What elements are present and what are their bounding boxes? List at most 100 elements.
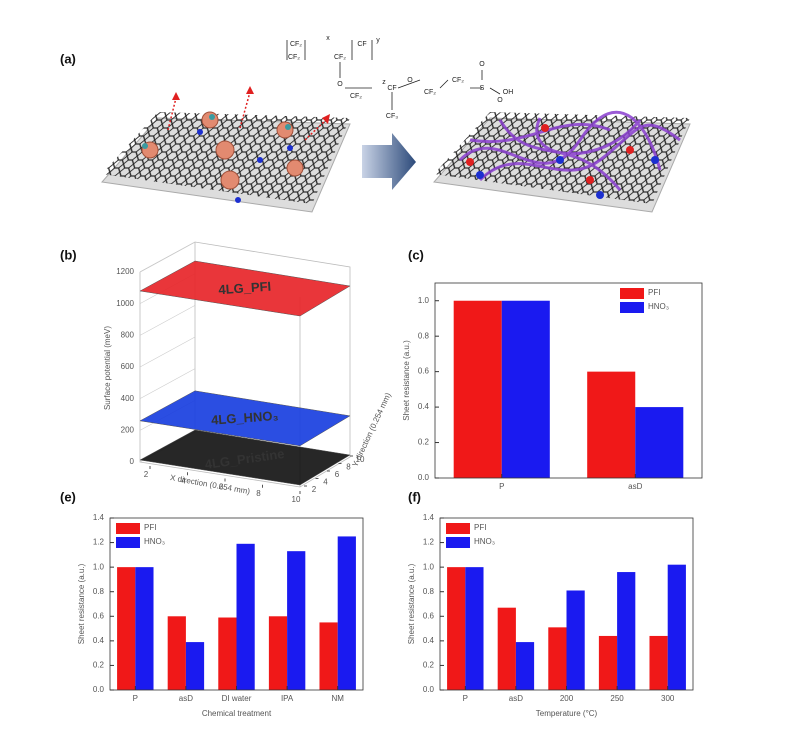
grid-line bbox=[139, 368, 196, 399]
bar bbox=[287, 551, 306, 690]
bar bbox=[617, 572, 636, 690]
bar bbox=[649, 635, 668, 690]
z-tick-label: 1200 bbox=[116, 267, 134, 276]
x-axis-label: Chemical treatment bbox=[202, 709, 272, 718]
structure-label: CF bbox=[387, 85, 396, 92]
surface bbox=[139, 429, 351, 486]
legend-swatch bbox=[116, 523, 140, 534]
y-tick-label: 1.0 bbox=[93, 562, 105, 571]
arrow bbox=[362, 133, 416, 190]
surface bbox=[139, 260, 351, 317]
bar bbox=[185, 642, 205, 690]
surface bbox=[139, 390, 351, 447]
plot-frame bbox=[109, 517, 364, 691]
structure-label: CF₃ bbox=[386, 113, 398, 120]
grid-line bbox=[139, 305, 196, 336]
legend-label: PFI bbox=[648, 288, 660, 297]
y-tick-label: 0.4 bbox=[423, 636, 435, 645]
z-tick-label: 400 bbox=[121, 394, 135, 403]
surface-label: 4LG_PFI bbox=[218, 279, 272, 298]
bar bbox=[447, 567, 466, 690]
legend-label: HNO₃ bbox=[648, 302, 669, 311]
z-tick-label: 1000 bbox=[116, 299, 134, 308]
legend-label: PFI bbox=[474, 523, 486, 532]
legend-swatch bbox=[620, 302, 644, 313]
graphene-left bbox=[101, 86, 351, 213]
panel-label: (f) bbox=[408, 489, 421, 504]
legend-swatch bbox=[446, 523, 470, 534]
y-tick-label: 10 bbox=[356, 455, 365, 464]
legend-label: PFI bbox=[144, 523, 156, 532]
grid-line bbox=[139, 336, 196, 368]
bar bbox=[268, 616, 288, 690]
bar bbox=[117, 567, 136, 690]
legend-swatch bbox=[620, 288, 644, 299]
y-axis-label: Sheet resistance (a.u.) bbox=[402, 340, 411, 421]
legend-swatch bbox=[116, 537, 140, 548]
bar bbox=[566, 590, 585, 690]
bar bbox=[236, 543, 255, 690]
y-tick-label: 0.8 bbox=[418, 331, 430, 340]
bar bbox=[218, 617, 237, 690]
structure-label: CF₂ bbox=[424, 89, 436, 96]
x-tick-label: 300 bbox=[661, 694, 675, 703]
bar bbox=[135, 567, 154, 690]
y-tick-label: 0.0 bbox=[93, 685, 105, 694]
z-axis-label: Surface potential (meV) bbox=[103, 326, 112, 410]
y-tick-label: 1.0 bbox=[423, 562, 435, 571]
y-tick-label: 0.0 bbox=[418, 473, 430, 482]
x-tick-label: 8 bbox=[256, 489, 261, 498]
x-tick-label: 10 bbox=[292, 495, 301, 504]
bar bbox=[497, 607, 516, 690]
bar bbox=[465, 567, 484, 690]
y-tick-label: 0.2 bbox=[418, 438, 430, 447]
bar bbox=[501, 300, 550, 478]
legend-label: HNO₃ bbox=[144, 537, 165, 546]
plot-frame bbox=[439, 517, 694, 691]
x-tick-label: asD bbox=[179, 694, 193, 703]
y-tick-label: 1.0 bbox=[418, 296, 430, 305]
bar bbox=[635, 407, 684, 478]
y-tick-label: 2 bbox=[312, 485, 317, 494]
y-tick-label: 0.0 bbox=[423, 685, 435, 694]
x-tick-label: P bbox=[499, 482, 504, 491]
z-tick-label: 800 bbox=[121, 330, 135, 339]
x-tick-label: IPA bbox=[281, 694, 294, 703]
y-tick-label: 1.2 bbox=[423, 538, 435, 547]
bar bbox=[453, 300, 502, 478]
x-tick-label: NM bbox=[331, 694, 344, 703]
x-axis-label: Temperature (°C) bbox=[536, 709, 598, 718]
structure-label: CF₂ bbox=[290, 41, 302, 48]
y-tick-label: 0.4 bbox=[418, 402, 430, 411]
y-tick-label: 8 bbox=[346, 463, 351, 472]
y-tick-label: 0.6 bbox=[93, 611, 105, 620]
x-tick-label: asD bbox=[628, 482, 642, 491]
structure-label: CF₂ bbox=[350, 93, 362, 100]
x-tick-label: 4 bbox=[181, 476, 186, 485]
structure-label: CF₂ bbox=[288, 54, 300, 61]
legend-swatch bbox=[446, 537, 470, 548]
structure-label: S bbox=[480, 85, 485, 92]
y-tick-label: 1.4 bbox=[93, 513, 105, 522]
x-tick-label: P bbox=[463, 694, 468, 703]
bar bbox=[548, 627, 567, 690]
bar bbox=[598, 635, 618, 690]
structure-label: CF₂ bbox=[452, 77, 464, 84]
structure-label: CF bbox=[357, 41, 366, 48]
structure-label: O bbox=[337, 81, 343, 88]
y-axis-label: Sheet resistance (a.u.) bbox=[77, 563, 86, 644]
z-tick-label: 600 bbox=[121, 362, 135, 371]
structure-label: OH bbox=[503, 89, 514, 96]
y-tick-label: 0.8 bbox=[423, 587, 435, 596]
x-tick-label: 2 bbox=[144, 470, 149, 479]
structure-label: O bbox=[497, 97, 503, 104]
structure-label: CF₂ bbox=[334, 54, 346, 61]
x-tick-label: 6 bbox=[219, 483, 224, 492]
panel-label: (a) bbox=[60, 51, 76, 66]
y-tick-label: 0.8 bbox=[93, 587, 105, 596]
surface-label: 4LG_HNO₃ bbox=[211, 408, 279, 428]
y-tick-label: 4 bbox=[323, 478, 328, 487]
z-tick-label: 200 bbox=[121, 425, 135, 434]
